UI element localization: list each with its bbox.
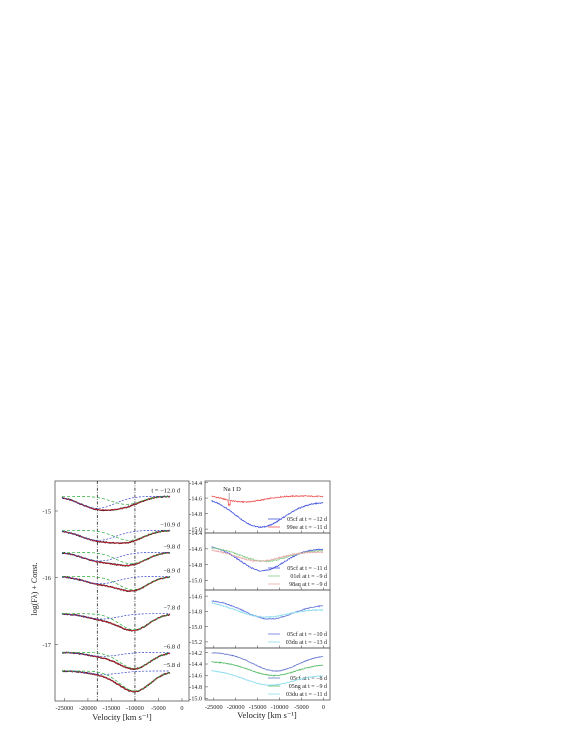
- left-x-tick-label: -5000: [151, 705, 166, 712]
- right-y-tick-label: -14.2: [189, 651, 202, 657]
- high-velocity-component: [62, 495, 170, 509]
- left-x-tick-label: 0: [180, 705, 183, 712]
- right-x-axis-label: Velocity [km s⁻¹]: [237, 710, 297, 720]
- epoch-label: −10.9 d: [160, 521, 181, 528]
- model-fit: [62, 613, 171, 631]
- comparison-panel: -14.4 -14.6 -14.8 -15.0 05cf at t = −12 d 99e…: [189, 480, 331, 534]
- left-x-tick-label: -25000: [55, 705, 73, 712]
- observed-spectrum: [61, 651, 171, 670]
- comparison-spectrum: [211, 549, 324, 563]
- left-x-tick-label: -15000: [102, 705, 120, 712]
- right-y-tick-label: -15.0: [189, 696, 202, 702]
- right-x-tick-label: 0: [322, 704, 325, 711]
- legend-entry: 03du at t = −11 d: [286, 692, 327, 698]
- legend-entry: 03du at t = −13 d: [286, 640, 327, 646]
- photospheric-component: [62, 651, 171, 669]
- left-y-tick-label: -17: [42, 642, 51, 649]
- epoch-label: −9.8 d: [163, 543, 180, 550]
- right-y-tick-label: -14.4: [189, 531, 202, 537]
- right-y-tick-label: -14.4: [189, 662, 202, 668]
- legend-entry: 05ng at t = −9 d: [289, 684, 327, 690]
- left-y-ticks: -15 -16 -17: [42, 509, 58, 649]
- comparison-panel-frame: [204, 647, 331, 701]
- right-x-tick-label: -5000: [294, 704, 309, 711]
- comparison-spectrum: [211, 495, 324, 507]
- comparison-panel: -14.2 -14.4 -14.6 -14.8 -15.0 05cf at t = −8 …: [189, 647, 331, 702]
- right-y-tick-label: -14.8: [189, 563, 202, 569]
- right-y-tick-label: -14.8: [189, 512, 202, 518]
- legend-entry: 01el at t = −9 d: [290, 574, 327, 580]
- right-y-tick-label: -15.0: [189, 527, 202, 533]
- observed-spectrum: [61, 575, 171, 593]
- right-x-tick-label: -10000: [271, 704, 289, 711]
- left-spectra: [61, 495, 171, 693]
- right-x-tick-label: -15000: [249, 704, 267, 711]
- right-y-tick-label: -14.6: [189, 496, 202, 502]
- right-y-tick-label: -15.0: [189, 579, 202, 585]
- left-panel: -25000 -20000 -15000 -10000 -5000 0 -15 -16 -17…: [30, 480, 190, 722]
- left-y-tick-label: -15: [42, 509, 51, 516]
- right-y-tick-label: -14.8: [189, 685, 202, 691]
- right-y-tick-label: -15.0: [189, 625, 202, 631]
- comparison-spectrum: [211, 660, 324, 677]
- left-x-tick-label: -20000: [79, 705, 97, 712]
- photospheric-component: [62, 575, 171, 591]
- right-y-tick-label: -14.6: [189, 674, 202, 680]
- comparison-spectrum: [211, 547, 324, 563]
- right-panel: -14.4 -14.6 -14.8 -15.0 05cf at t = −12 d 99e…: [189, 480, 331, 720]
- right-comparison-panels: -14.4 -14.6 -14.8 -15.0 05cf at t = −12 d 99e…: [189, 480, 331, 702]
- right-y-tick-label: -14.6: [189, 594, 202, 600]
- right-x-tick-label: -25000: [205, 704, 223, 711]
- epoch-label: −6.8 d: [163, 643, 180, 650]
- legend-entry: 98aq at t = −9 d: [289, 582, 327, 588]
- comparison-spectrum: [211, 599, 324, 620]
- comparison-panel: -14.4 -14.6 -14.8 -15.0 05cf at t = −11 d 01e…: [189, 531, 331, 591]
- high-velocity-component: [62, 575, 170, 585]
- comparison-spectrum: [211, 602, 324, 619]
- observed-spectrum: [61, 612, 171, 632]
- left-plot-frame: [54, 480, 190, 702]
- epoch-label: −5.8 d: [163, 662, 180, 669]
- right-x-tick-label: -20000: [227, 704, 245, 711]
- right-y-tick-label: -14.4: [189, 481, 202, 487]
- photospheric-component: [62, 495, 170, 505]
- photospheric-component: [62, 613, 171, 631]
- right-y-tick-label: -14.8: [189, 610, 202, 616]
- legend-entry: 99ee at t = −11 d: [287, 525, 327, 531]
- right-x-ticks: -25000 -20000 -15000 -10000 -5000 0: [205, 704, 325, 711]
- na-i-d-annotation: Na I D: [223, 486, 241, 493]
- legend-entry: 05cf at t = −8 d: [290, 675, 327, 682]
- left-x-axis-label: Velocity [km s⁻¹]: [92, 712, 152, 722]
- photospheric-component: [62, 529, 170, 541]
- comparison-spectrum: [211, 651, 324, 672]
- legend-entry: 05cf at t = −12 d: [287, 516, 327, 523]
- legend-entry: 05cf at t = −10 d: [287, 631, 327, 638]
- left-y-tick-label: -16: [42, 575, 51, 582]
- left-y-axis-label: log(Fλ) + Const.: [30, 562, 39, 615]
- comparison-spectrum: [211, 670, 323, 686]
- epoch-label: −8.9 d: [163, 567, 180, 574]
- high-velocity-component: [62, 613, 170, 620]
- high-velocity-component: [62, 529, 170, 541]
- model-fit: [62, 576, 171, 592]
- photospheric-component: [62, 551, 171, 565]
- high-velocity-component: [62, 551, 170, 562]
- photospheric-component: [62, 670, 171, 692]
- epoch-label: −7.8 d: [163, 605, 180, 612]
- comparison-spectrum: [211, 499, 324, 529]
- right-y-tick-label: -14.6: [189, 547, 202, 553]
- high-velocity-component: [62, 670, 170, 675]
- comparison-panel: -14.6 -14.8 -15.0 -15.2 05cf at t = −10 d 03d…: [189, 589, 331, 649]
- epoch-labels: t = −12.0 d −10.9 d −9.8 d −8.9 d −7.8 d −6.8…: [151, 487, 180, 669]
- epoch-label: t = −12.0 d: [151, 487, 180, 494]
- legend-entry: 05cf at t = −11 d: [287, 565, 327, 572]
- model-fit: [62, 530, 170, 544]
- right-y-tick-label: -15.2: [189, 640, 202, 646]
- observed-spectrum: [61, 529, 171, 545]
- left-x-ticks: -25000 -20000 -15000 -10000 -5000 0: [55, 698, 184, 712]
- high-velocity-component: [62, 651, 170, 657]
- left-x-tick-label: -10000: [126, 705, 144, 712]
